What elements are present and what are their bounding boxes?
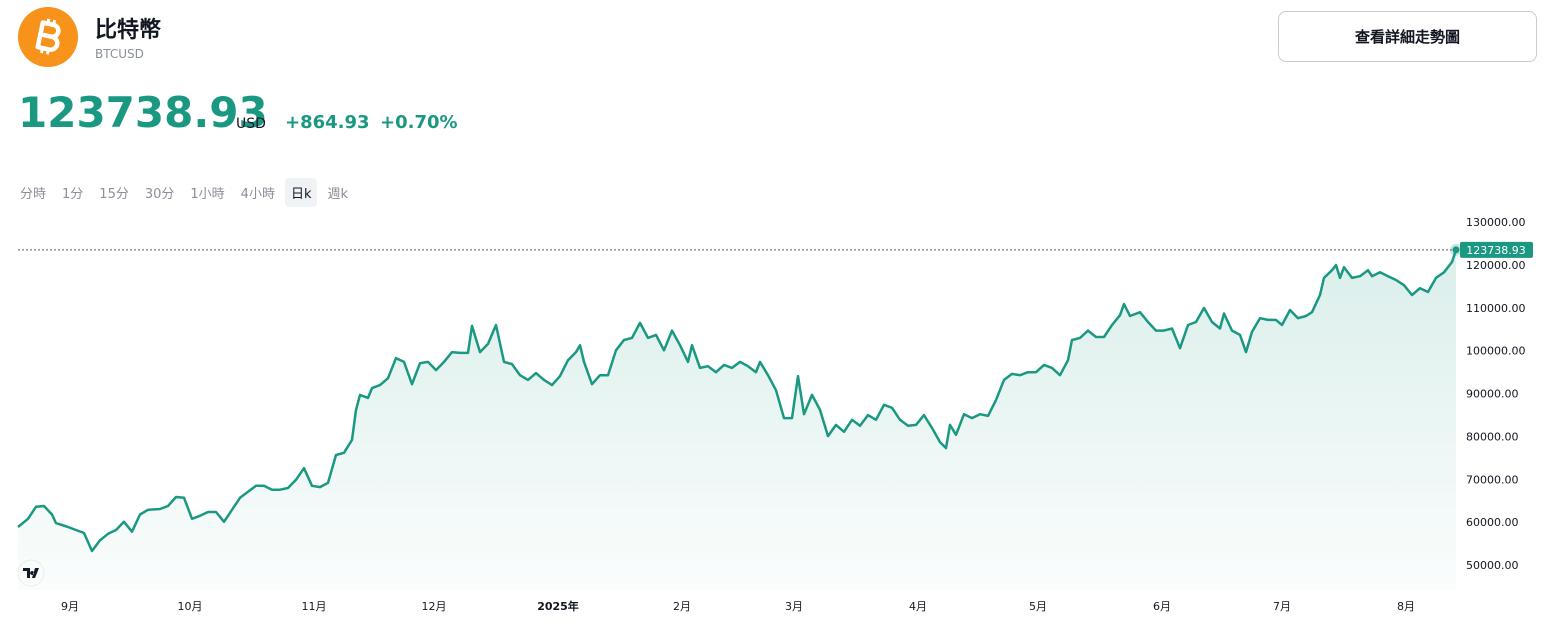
interval-tab[interactable]: 15分 <box>99 187 129 202</box>
x-tick-label: 12月 <box>422 600 447 613</box>
y-tick-label: 120000.00 <box>1466 259 1526 272</box>
x-tick-label: 6月 <box>1153 600 1171 613</box>
interval-tabs: 分時 1分 15分 30分 1小時 4小時 日k 週k <box>14 178 354 207</box>
price-change: +864.93 <box>285 112 370 133</box>
x-tick-label: 11月 <box>302 600 327 613</box>
y-tick-label: 80000.00 <box>1466 430 1519 443</box>
interval-tab[interactable]: 週k <box>327 187 349 202</box>
price-area <box>18 249 1456 591</box>
currency: USD <box>236 116 266 132</box>
last-point <box>1452 246 1460 254</box>
interval-tab[interactable]: 分時 <box>20 187 47 202</box>
price-change-percent: +0.70% <box>380 112 458 133</box>
interval-tab[interactable]: 30分 <box>144 187 175 202</box>
y-tick-label: 130000.00 <box>1466 216 1526 229</box>
y-tick-label: 90000.00 <box>1466 388 1519 401</box>
y-tick-label: 50000.00 <box>1466 559 1519 572</box>
x-tick-label: 7月 <box>1273 600 1291 613</box>
interval-tab[interactable]: 4小時 <box>240 187 275 202</box>
x-tick-label: 2025年 <box>537 599 579 613</box>
interval-tab[interactable]: 日k <box>284 178 318 207</box>
detail-button[interactable]: 查看詳細走勢圖 <box>1278 11 1537 62</box>
x-tick-label: 8月 <box>1397 600 1415 613</box>
last-price-tag <box>1460 241 1533 258</box>
x-tick-label: 3月 <box>785 600 803 613</box>
x-tick-label: 4月 <box>909 600 927 613</box>
x-tick-label: 5月 <box>1029 600 1047 613</box>
coin-glyph <box>35 18 61 55</box>
y-tick-label: 110000.00 <box>1466 302 1526 315</box>
interval-tab[interactable]: 1小時 <box>190 187 225 202</box>
price-line <box>17 249 1458 553</box>
x-tick-label: 10月 <box>178 600 203 613</box>
interval-tab[interactable]: 1分 <box>62 187 84 202</box>
last-price-label: 123738.93 <box>1466 244 1526 257</box>
asset-symbol: BTCUSD <box>95 47 144 61</box>
x-tick-label: 2月 <box>673 600 691 613</box>
x-tick-label: 9月 <box>61 600 79 613</box>
y-tick-label: 60000.00 <box>1466 516 1519 529</box>
asset-title: 比特幣 <box>95 18 162 43</box>
price: 123738.93 <box>18 88 268 137</box>
y-tick-label: 100000.00 <box>1466 345 1526 358</box>
y-tick-label: 70000.00 <box>1466 473 1519 486</box>
